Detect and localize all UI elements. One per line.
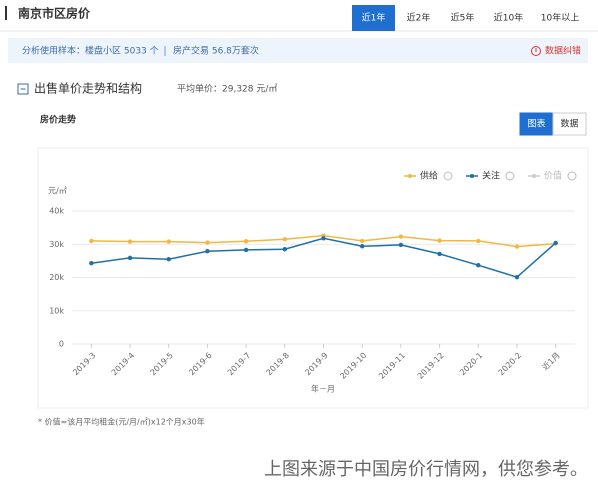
x-tick-label: 2019-4 [110, 351, 136, 377]
data-point [398, 234, 404, 239]
x-tick-label: 2019-5 [149, 351, 175, 377]
data-point [205, 249, 210, 254]
tab[interactable]: 近10年 [494, 12, 523, 24]
x-tick-label: 2019-10 [338, 351, 368, 381]
tab[interactable]: 近5年 [451, 12, 475, 24]
data-point [398, 242, 404, 248]
data-point [553, 240, 558, 246]
info-sample: 分析使用样本：楼盘小区 5033 个 [22, 45, 159, 57]
y-tick-label: 20k [49, 273, 64, 282]
data-point [127, 255, 133, 261]
help-icon [505, 171, 515, 181]
legend-label[interactable]: 关注 [482, 170, 500, 182]
data-point [321, 236, 326, 241]
data-point [476, 238, 481, 244]
report-link[interactable]: 数据纠错 [545, 45, 581, 57]
x-tick-label: 2020-1 [458, 351, 484, 377]
data-point [89, 238, 94, 244]
data-point [359, 244, 365, 249]
data-point [243, 247, 249, 253]
x-tick-label: 近1月 [540, 350, 562, 372]
data-point [282, 237, 288, 242]
tab[interactable]: 10年以上 [541, 12, 579, 24]
x-tick-label: 2019-6 [187, 351, 213, 377]
data-point [127, 239, 133, 244]
data-point [476, 262, 481, 268]
caption: 上图来源于中国房价行情网，供您参考。 [264, 459, 588, 480]
tab[interactable]: 近2年 [407, 12, 431, 24]
data-point [89, 261, 94, 266]
data-point [166, 239, 171, 244]
x-tick-label: 2019-9 [303, 351, 329, 377]
legend-dot [470, 174, 474, 178]
data-point [205, 240, 210, 245]
y-tick-label: 0 [59, 340, 64, 349]
collapse-icon[interactable] [17, 83, 29, 95]
data-point [437, 251, 442, 257]
tab[interactable]: 近1年 [362, 12, 386, 24]
data-point [243, 239, 249, 244]
data-point [359, 238, 365, 244]
data-point [437, 238, 442, 243]
x-tick-label: 2019-7 [226, 351, 252, 377]
legend-label[interactable]: 价值 [544, 170, 562, 182]
x-tick-label: 2020-2 [497, 351, 523, 377]
legend-dot [532, 174, 536, 178]
chart-box [37, 147, 589, 409]
toggle-label[interactable]: 数据 [560, 118, 578, 130]
x-tick-label: 2019-3 [71, 351, 97, 377]
data-point [514, 244, 520, 249]
report-icon[interactable] [531, 46, 541, 56]
legend-dot [408, 174, 412, 178]
x-tick-label: 2019-12 [416, 351, 446, 381]
page-title: 南京市区房价 [18, 6, 91, 21]
data-point [514, 274, 520, 280]
section-title: 出售单价走势和结构 [34, 81, 142, 96]
info-bar [8, 38, 588, 63]
average-price: 平均单价：29,328 元/㎡ [177, 83, 277, 95]
toggle-button[interactable] [552, 112, 587, 136]
y-tick-label: 40k [49, 207, 64, 216]
x-tick-label: 2019-11 [377, 351, 407, 381]
help-icon [567, 171, 577, 181]
y-tick-label: 30k [49, 240, 64, 249]
info-trades: 房产交易 56.8万套次 [173, 45, 259, 57]
data-point [166, 257, 171, 262]
y-tick-label: 10k [49, 306, 64, 315]
x-tick-label: 2019-8 [265, 351, 291, 377]
toggle-label[interactable]: 图表 [527, 118, 545, 130]
legend-label[interactable]: 供给 [420, 170, 438, 182]
x-axis-label: 年－月 [311, 384, 335, 394]
y-axis-label: 元/㎡ [48, 187, 67, 196]
title-bar [5, 6, 7, 20]
help-icon [443, 171, 453, 181]
panel-title: 房价走势 [40, 114, 76, 126]
data-point [282, 247, 288, 252]
tab-active [352, 5, 395, 31]
footnote: * 价值=该月平均租金(元/月/㎡)x12个月x30年 [38, 417, 205, 427]
